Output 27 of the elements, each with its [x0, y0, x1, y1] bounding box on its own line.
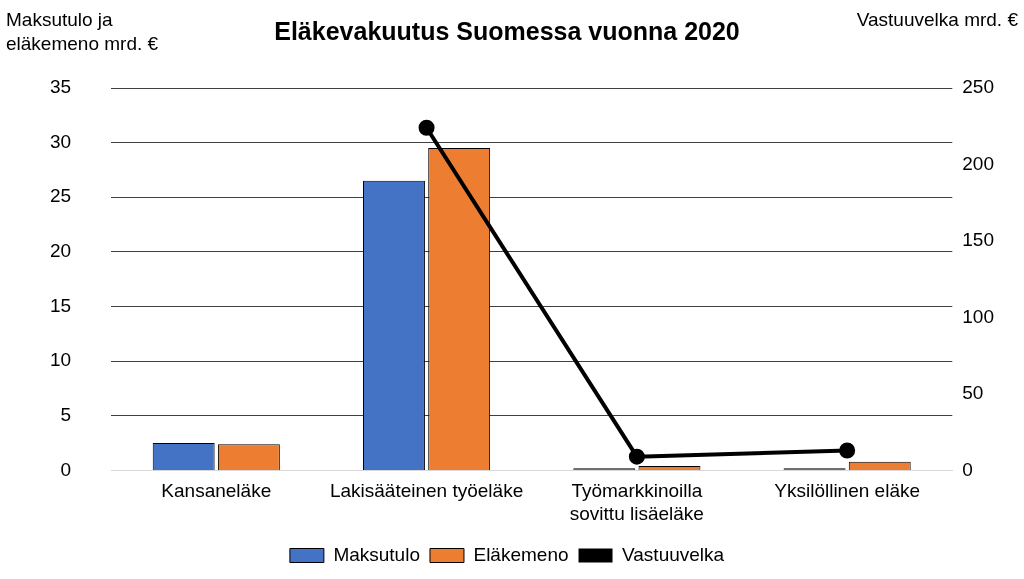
y2-tick-label: 100: [962, 305, 994, 327]
y2-axis-title: Vastuuvelka mrd. €: [855, 8, 1018, 32]
point: [418, 119, 435, 136]
y-tick-label: 20: [49, 240, 72, 262]
point: [839, 442, 856, 459]
y-tick-label: 10: [49, 349, 72, 371]
x-tick-label: Kansaneläke: [161, 480, 272, 502]
point: [628, 448, 645, 465]
y-tick-label: 5: [60, 404, 72, 426]
legend-label: Eläkemeno: [473, 543, 569, 565]
x-tick-label: Työmarkkinoilla sovittu lisäeläke: [569, 480, 704, 524]
y-tick-label: 30: [49, 130, 72, 152]
x-tick-label: Lakisääteinen työeläke: [329, 480, 524, 502]
y2-tick-label: 0: [962, 458, 973, 480]
y-tick-label: 35: [49, 76, 72, 98]
y2-tick-label: 150: [962, 229, 994, 251]
legend-label: Maksutulo: [333, 543, 420, 565]
x-tick-label: Yksilöllinen eläke: [774, 480, 921, 502]
y-tick-label: 0: [60, 458, 72, 480]
y2-tick-label: 250: [962, 76, 994, 98]
y2-tick-label: 200: [962, 152, 994, 174]
y-tick-label: 15: [49, 294, 72, 316]
chart-title: Eläkevakuutus Suomessa vuonna 2020: [274, 16, 740, 45]
legend-label: Vastuuvelka: [622, 543, 725, 565]
y-tick-label: 25: [49, 185, 72, 207]
y-axis-title: Maksutulo ja eläkemeno mrd. €: [6, 8, 160, 56]
y2-tick-label: 50: [962, 382, 984, 404]
